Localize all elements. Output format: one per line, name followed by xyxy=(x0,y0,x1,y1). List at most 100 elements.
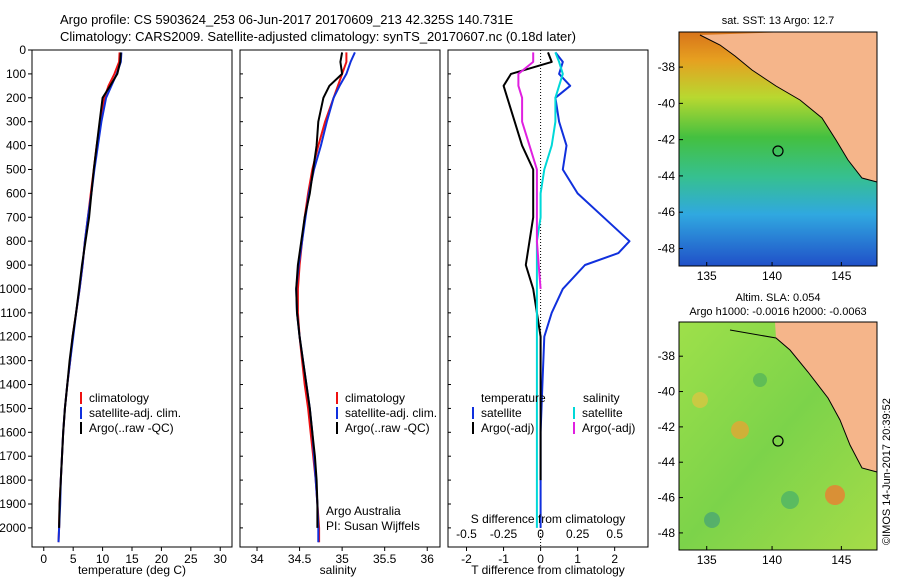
x-tick-label: 25 xyxy=(184,552,198,566)
depth-tick-label: 1900 xyxy=(0,497,26,511)
legend-title-temperature: temperature xyxy=(481,391,546,405)
s-diff-tick-label: 0 xyxy=(537,527,544,541)
salinity-axis-label: salinity xyxy=(320,563,357,577)
sla-coastline xyxy=(729,329,878,473)
chart-title-line1: Argo profile: CS 5903624_253 06-Jun-2017… xyxy=(60,12,514,27)
sla-cold-eddy xyxy=(753,373,767,387)
series-line-argo-raw-qc- xyxy=(295,52,344,528)
legend-label-satellite: satellite-adj. clim. xyxy=(345,406,437,420)
argo-float-marker xyxy=(772,435,784,447)
lon-tick-label: 145 xyxy=(831,553,851,567)
temperature-axis-label: temperature (deg C) xyxy=(78,563,186,577)
sst-map-title: sat. SST: 13 Argo: 12.7 xyxy=(722,15,835,27)
sst-map-frame xyxy=(678,31,878,267)
sla-map-title-line2: Argo h1000: -0.0016 h2000: -0.0063 xyxy=(689,306,866,318)
argo-australia-annotation: Argo Australia xyxy=(326,504,401,518)
depth-tick-label: 500 xyxy=(6,162,26,176)
depth-tick-label: 300 xyxy=(6,115,26,129)
lat-tick-label: -48 xyxy=(658,526,676,540)
salinity-legend: climatology satellite-adj. clim. Argo(..… xyxy=(326,391,437,533)
legend-label-t-satellite: satellite xyxy=(481,406,522,420)
x-tick-label: 30 xyxy=(214,552,228,566)
lat-tick-label: -42 xyxy=(658,420,676,434)
sla-warm-eddy xyxy=(692,392,708,408)
series-line-climatology xyxy=(57,52,121,543)
depth-tick-label: 1200 xyxy=(0,330,26,344)
legend-label-satellite: satellite-adj. clim. xyxy=(89,406,181,420)
depth-tick-label: 200 xyxy=(6,91,26,105)
lon-tick-label: 135 xyxy=(697,553,717,567)
s-diff-tick-label: -0.25 xyxy=(490,527,518,541)
legend-label-argo: Argo(..raw -QC) xyxy=(89,421,174,435)
x-tick-label: 34.5 xyxy=(288,552,312,566)
x-tick-label: -1 xyxy=(498,552,509,566)
legend-label-argo: Argo(..raw -QC) xyxy=(345,421,430,435)
x-tick-label: 35.5 xyxy=(373,552,397,566)
chart-title-line2: Climatology: CARS2009. Satellite-adjuste… xyxy=(60,29,576,44)
depth-tick-label: 1000 xyxy=(0,282,26,296)
depth-tick-label: 600 xyxy=(6,186,26,200)
depth-tick-label: 100 xyxy=(6,67,26,81)
x-tick-label: 0 xyxy=(537,552,544,566)
lon-tick-label: 145 xyxy=(831,269,851,283)
series-line-climatology xyxy=(296,52,348,543)
lon-tick-label: 140 xyxy=(762,269,782,283)
series-line-argo-raw-qc- xyxy=(58,52,122,528)
lat-tick-label: -42 xyxy=(658,133,676,147)
s-diff-tick-label: 0.5 xyxy=(606,527,623,541)
lon-tick-label: 135 xyxy=(697,269,717,283)
lat-tick-label: -44 xyxy=(658,169,676,183)
sla-warm-eddy xyxy=(731,421,749,439)
depth-tick-label: 1800 xyxy=(0,473,26,487)
lat-tick-label: -40 xyxy=(658,96,676,110)
imos-timestamp: ©IMOS 14-Jun-2017 20:39:52 xyxy=(881,398,893,545)
lat-tick-label: -48 xyxy=(658,241,676,255)
series-line-satellite-adj-clim- xyxy=(295,51,356,543)
t-difference-axis-label: T difference from climatology xyxy=(471,563,625,577)
x-tick-label: 20 xyxy=(155,552,169,566)
s-diff-tick-label: 0.25 xyxy=(566,527,590,541)
difference-plot: -2 -1 0 1 2 -0.5 -0.25 0 0.25 0.5 xyxy=(456,50,631,566)
depth-tick-label: 1400 xyxy=(0,378,26,392)
temperature-legend: climatology satellite-adj. clim. Argo(..… xyxy=(80,391,181,435)
s-diff-tick-label: -0.5 xyxy=(456,527,477,541)
series-line-satellite-adj-clim- xyxy=(57,52,123,543)
sst-land-mass xyxy=(700,32,877,182)
lon-tick-label: 140 xyxy=(762,553,782,567)
sla-axis-ticks: 135 140 145 -38 -40 -42 -44 -46 -48 xyxy=(658,349,852,567)
sla-map-title-line1: Altim. SLA: 0.054 xyxy=(736,292,821,304)
x-tick-label: 34 xyxy=(250,552,264,566)
depth-tick-label: 400 xyxy=(6,139,26,153)
pi-annotation: PI: Susan Wijffels xyxy=(326,519,420,533)
depth-axis: 0 100 200 300 400 500 600 700 800 900 1000 1100 1200… xyxy=(0,43,451,535)
depth-tick-label: 0 xyxy=(19,43,26,57)
sla-land-mass xyxy=(775,322,877,472)
x-tick-label: 36 xyxy=(421,552,435,566)
series-line-temperature-satellite xyxy=(539,51,631,528)
depth-tick-label: 1600 xyxy=(0,425,26,439)
lat-tick-label: -44 xyxy=(658,455,676,469)
x-tick-label: -2 xyxy=(461,552,472,566)
depth-tick-label: 1700 xyxy=(0,449,26,463)
depth-tick-label: 1300 xyxy=(0,354,26,368)
x-tick-label: 10 xyxy=(96,552,110,566)
sst-coastline xyxy=(699,34,878,183)
sst-axis-ticks: 135 140 145 -38 -40 -42 -44 -46 -48 xyxy=(658,60,852,283)
lat-tick-label: -38 xyxy=(658,349,676,363)
legend-label-s-satellite: satellite xyxy=(582,406,623,420)
depth-tick-label: 900 xyxy=(6,258,26,272)
sla-map: 135 140 145 -38 -40 -42 -44 -46 -48 xyxy=(658,321,878,567)
depth-tick-label: 1500 xyxy=(0,401,26,415)
s-difference-axis-label: S difference from climatology xyxy=(471,512,626,526)
x-tick-label: 0 xyxy=(40,552,47,566)
lat-tick-label: -38 xyxy=(658,60,676,74)
legend-label-climatology: climatology xyxy=(89,391,149,405)
series-line-temperature-argo-adj- xyxy=(502,52,553,481)
sla-cold-eddy xyxy=(704,512,720,528)
depth-tick-label: 700 xyxy=(6,210,26,224)
sst-map: 135 140 145 -38 -40 -42 -44 -46 -48 xyxy=(658,31,878,283)
temperature-plot: 0 5 10 15 20 25 30 xyxy=(40,52,227,566)
lat-tick-label: -46 xyxy=(658,491,676,505)
difference-panel-frame xyxy=(447,49,649,548)
